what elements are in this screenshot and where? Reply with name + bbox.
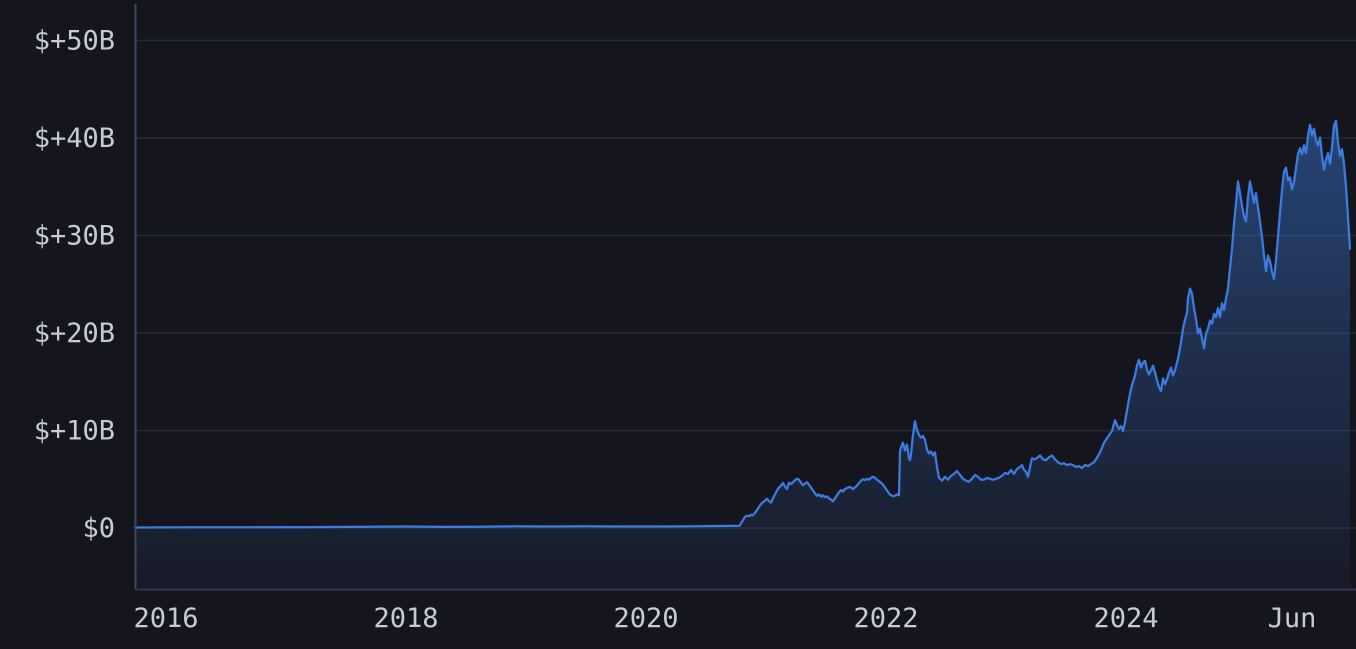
series-line <box>133 119 1352 529</box>
x-tick-label: 2018 <box>373 603 438 634</box>
series-area-group <box>133 119 1352 589</box>
y-axis-labels: $0 $+10B $+20B $+30B $+40B $+50B <box>34 26 115 545</box>
y-tick-label: $+50B <box>34 26 115 57</box>
x-tick-label: 2020 <box>613 603 678 634</box>
y-tick-label: $+20B <box>34 318 115 349</box>
y-tick-label: $0 <box>82 513 115 544</box>
y-tick-label: $+10B <box>34 416 115 447</box>
x-tick-label: 2016 <box>133 603 198 634</box>
axis-lines <box>134 4 1356 591</box>
x-axis-labels: 2016 2018 2020 2022 2024 Jun <box>133 603 1316 634</box>
x-tick-label: Jun <box>1268 603 1317 634</box>
y-tick-label: $+40B <box>34 123 115 154</box>
series-area <box>134 120 1350 589</box>
x-tick-label: 2024 <box>1093 603 1158 634</box>
y-tick-label: $+30B <box>34 221 115 252</box>
x-tick-label: 2022 <box>853 603 918 634</box>
